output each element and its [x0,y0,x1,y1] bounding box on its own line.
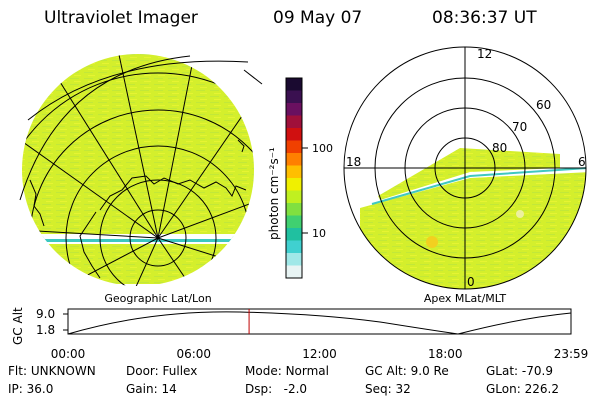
colorbar-segment [286,215,302,229]
color-bar [286,78,302,279]
time-axis-tick-label: 12:00 [302,347,337,361]
left-image-swath [22,54,254,234]
colorbar-tick-100: 100 [312,142,333,155]
coastline [99,175,247,211]
observation-date: 09 May 07 [273,8,363,28]
status-ip: IP: 36.0 [8,382,54,396]
instrument-title: Ultraviolet Imager [44,8,198,28]
status-flt: Flt: UNKNOWN [8,364,96,378]
mlat-label-70: 70 [512,120,527,134]
colorbar-segment [286,228,302,241]
left-panel-caption: Geographic Lat/Lon [104,292,211,305]
time-axis-tick-label: 23:59 [554,347,589,361]
colorbar-segment [286,203,302,216]
time-axis-tick-label: 06:00 [176,347,211,361]
status-gain: Gain: 14 [126,382,177,396]
colorbar-tick-10: 10 [312,227,326,240]
time-axis-tick-label: 18:00 [428,347,463,361]
status-seq: Seq: 32 [365,382,411,396]
mlt-label-12: 12 [477,47,492,61]
colorbar-segment [286,128,302,141]
upper-auroral-band [378,148,560,200]
colorbar-segment [286,115,302,129]
observation-time: 08:36:37 UT [432,8,537,28]
colorbar-segment [286,153,302,166]
mlt-label-18: 18 [346,155,361,169]
colorbar-segment [286,178,302,191]
apex-polar-image [343,46,587,290]
status-gc-alt: GC Alt: 9.0 Re [365,364,449,378]
altitude-tick-9: 9.0 [36,307,55,321]
altitude-tick-1-8: 1.8 [36,323,55,337]
colorbar-segment [286,90,302,104]
colorbar-segment [286,103,302,116]
colorbar-unit-label: photon cm⁻²s⁻¹ [267,147,281,240]
status-door: Door: Fullex [126,364,198,378]
altitude-plot: 00:00 06:00 12:00 18:00 23:59 [51,308,589,361]
colorbar-segment [286,190,302,204]
colorbar-segment [286,78,302,91]
status-dsp: Dsp: -2.0 [245,382,308,396]
mlat-label-60: 60 [536,98,551,112]
status-mode: Mode: Normal [245,364,329,378]
status-glat: GLat: -70.9 [486,364,553,378]
status-glon: GLon: 226.2 [486,382,559,396]
colorbar-segment [286,240,302,254]
time-axis-tick-label: 00:00 [51,347,86,361]
mlt-label-0: 0 [467,275,475,289]
mlat-label-80: 80 [492,141,507,155]
colorbar-segment [286,265,302,279]
mlt-label-6: 6 [578,155,586,169]
altitude-curve [67,311,572,335]
altitude-axis-label: GC Alt [11,307,25,345]
colorbar-segment [286,165,302,179]
colorbar-segment [286,140,302,154]
right-panel-caption: Apex MLat/MLT [424,292,507,305]
colorbar-segment [286,253,302,266]
